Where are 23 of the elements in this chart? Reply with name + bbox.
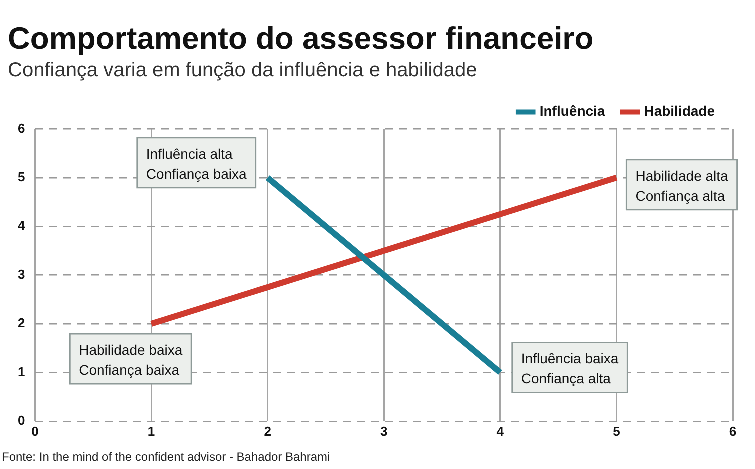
annotation: Habilidade alta Confiança alta bbox=[636, 168, 729, 204]
chart-title: Comportamento do assessor financeiro bbox=[8, 21, 594, 56]
x-tick-label: 4 bbox=[496, 424, 505, 439]
y-tick-label: 4 bbox=[18, 218, 26, 234]
x-tick-label: 2 bbox=[264, 424, 272, 439]
legend-label: Influência bbox=[540, 103, 606, 120]
y-tick-label: 6 bbox=[18, 120, 26, 136]
source-note: Fonte: In the mind of the confident advisor - Bahador Bahrami bbox=[2, 450, 330, 464]
annotation: Habilidade baixa Confiança baixa bbox=[79, 342, 183, 378]
y-tick-label: 5 bbox=[18, 169, 26, 184]
annotation: Influência baixa Confiança alta bbox=[521, 350, 619, 387]
y-tick-label: 3 bbox=[18, 266, 26, 282]
chart-subtitle: Confiança varia em função da influência e habilidade bbox=[8, 60, 478, 82]
x-tick-label: 6 bbox=[729, 424, 737, 439]
y-tick-label: 2 bbox=[18, 316, 26, 331]
y-tick-label: 0 bbox=[18, 412, 26, 428]
y-tick-label: 1 bbox=[18, 364, 26, 380]
annotation: Influência alta Confiança baixa bbox=[146, 146, 248, 182]
x-tick-label: 0 bbox=[32, 424, 39, 439]
x-tick-label: 5 bbox=[613, 424, 620, 439]
legend-label: Habilidade bbox=[644, 103, 716, 120]
x-tick-label: 1 bbox=[148, 424, 156, 439]
x-tick-label: 3 bbox=[380, 424, 388, 439]
